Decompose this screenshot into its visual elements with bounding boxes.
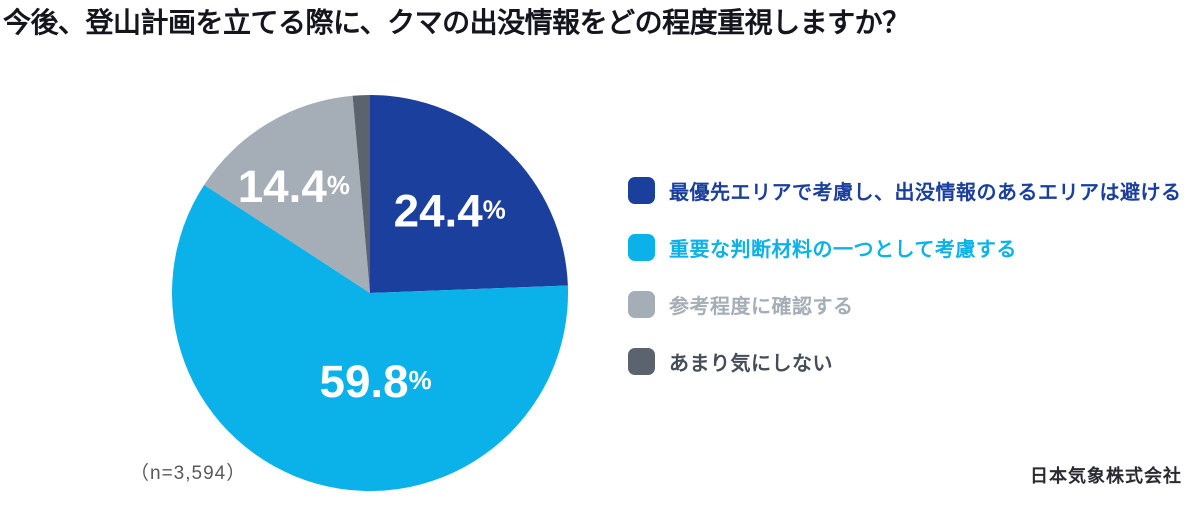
- pie-slice: [352, 94, 370, 294]
- legend-swatch-icon: [628, 233, 655, 261]
- legend-item: 最優先エリアで考慮し、出没情報のあるエリアは避ける: [628, 176, 1182, 204]
- legend-item: 重要な判断材料の一つとして考慮する: [628, 233, 1182, 261]
- sample-size-note: （n=3,594）: [130, 463, 247, 484]
- legend-item-label: 重要な判断材料の一つとして考慮する: [669, 238, 1017, 261]
- pie-slice: [171, 184, 569, 492]
- pie-chart: 24.4% 59.8% 14.4%: [171, 94, 569, 492]
- source-credit: 日本気象株式会社: [1030, 466, 1182, 486]
- pie-chart-svg: 24.4% 59.8% 14.4%: [171, 94, 569, 492]
- legend-item-label: あまり気にしない: [669, 352, 833, 375]
- pie-slice-value-label: 14.4%: [238, 161, 350, 212]
- legend-swatch-icon: [628, 347, 655, 375]
- pie-slice-value-label: 24.4%: [394, 185, 506, 236]
- legend-item-label: 最優先エリアで考慮し、出没情報のあるエリアは避ける: [669, 181, 1182, 204]
- legend-swatch-icon: [628, 290, 655, 318]
- chart-legend: 最優先エリアで考慮し、出没情報のあるエリアは避ける 重要な判断材料の一つとして考…: [628, 176, 1182, 404]
- legend-item: あまり気にしない: [628, 347, 1182, 375]
- legend-item-label: 参考程度に確認する: [669, 295, 854, 318]
- page-title: 今後、登山計画を立てる際に、クマの出没情報をどの程度重視しますか？: [3, 7, 910, 38]
- legend-swatch-icon: [628, 176, 655, 204]
- pie-slice: [370, 94, 568, 294]
- pie-slice-value-label: 59.8%: [320, 355, 432, 406]
- legend-item: 参考程度に確認する: [628, 290, 1182, 318]
- pie-slice: [204, 95, 370, 294]
